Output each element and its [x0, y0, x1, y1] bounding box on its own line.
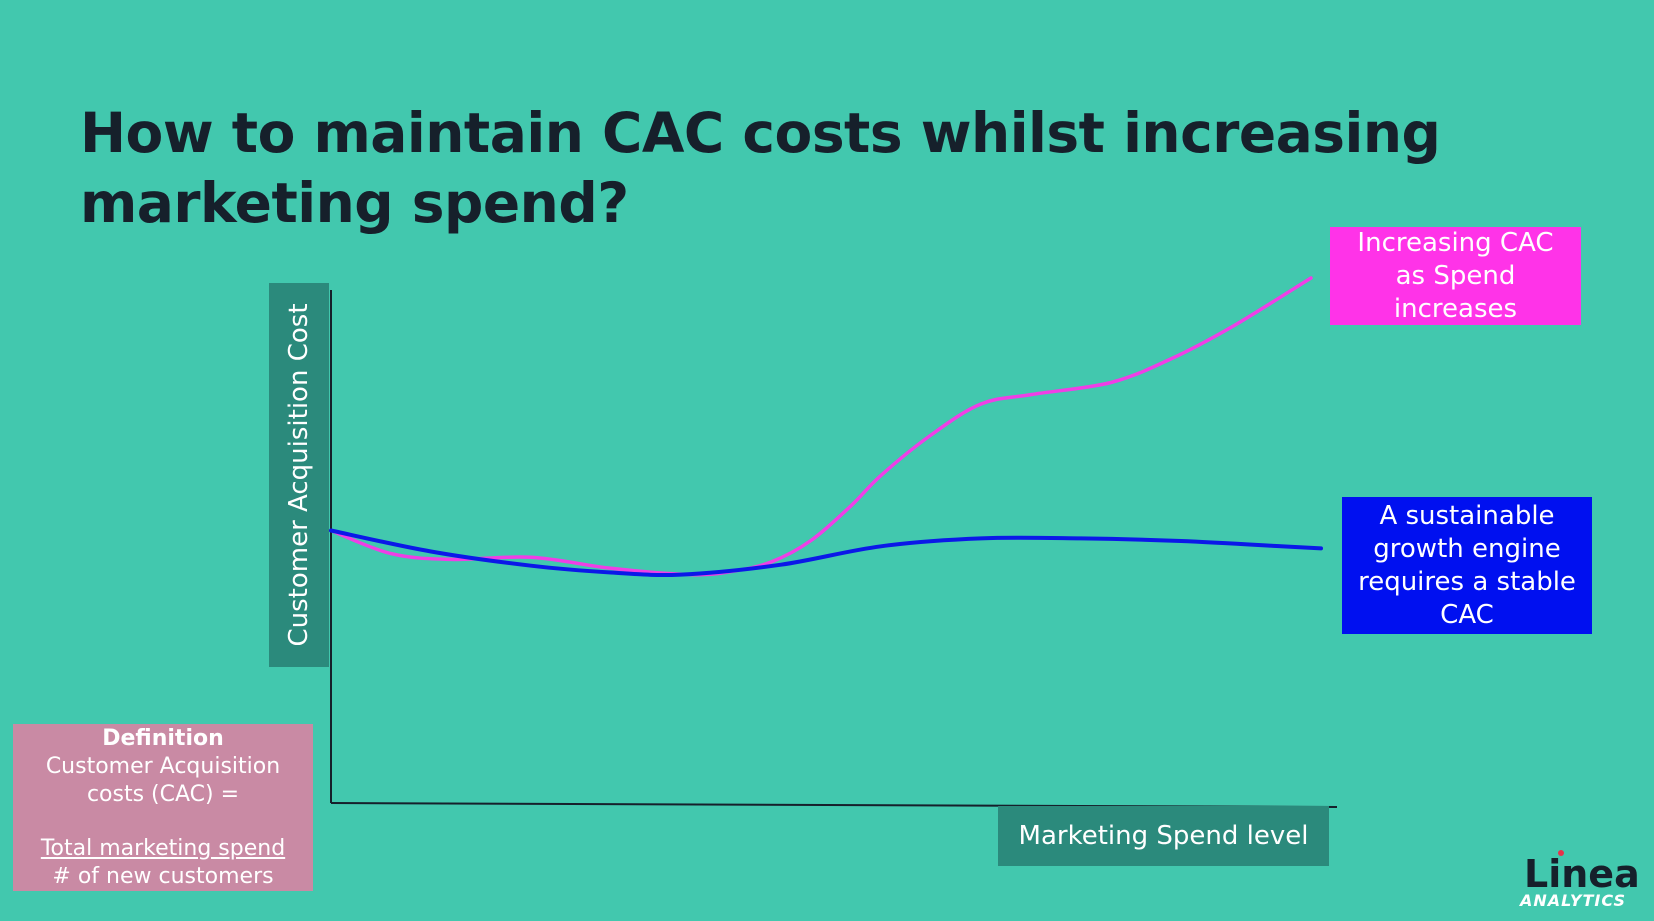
- definition-denominator: # of new customers: [52, 863, 274, 889]
- series-line-increasing-cac: [329, 276, 1313, 577]
- callout-line: CAC: [1440, 599, 1494, 630]
- logo-subtitle: ANALYTICS: [1520, 891, 1627, 910]
- callout-line: growth engine: [1373, 533, 1561, 564]
- callout-stable-cac: A sustainable growth engine requires a s…: [1342, 497, 1592, 634]
- callout-increasing-cac: Increasing CAC as Spend increases: [1330, 227, 1581, 325]
- x-axis-label: Marketing Spend level: [998, 806, 1329, 866]
- callout-line: as Spend: [1395, 260, 1516, 291]
- logo-dot-icon: [1558, 850, 1564, 856]
- callout-line: increases: [1393, 293, 1518, 324]
- definition-line: costs (CAC) =: [86, 781, 240, 807]
- y-axis-label-box: Customer Acquisition Cost: [269, 283, 329, 667]
- page-title: How to maintain CAC costs whilst increas…: [80, 101, 1441, 235]
- definition-numerator: Total marketing spend: [40, 835, 286, 861]
- series-layer: [329, 276, 1323, 578]
- y-axis-label: Customer Acquisition Cost: [284, 303, 314, 647]
- logo-wordmark: Linea: [1524, 852, 1640, 896]
- definition-box: Definition Customer Acquisition costs (C…: [13, 724, 313, 891]
- definition-heading: Definition: [102, 725, 224, 751]
- callout-line: Increasing CAC: [1357, 227, 1554, 258]
- definition-spacer: [13, 809, 313, 835]
- definition-line: Customer Acquisition: [45, 753, 281, 779]
- linea-analytics-logo: Linea ANALYTICS: [1518, 850, 1648, 916]
- series-line-stable-cac: [329, 528, 1323, 578]
- callout-line: requires a stable: [1358, 566, 1576, 597]
- callout-line: A sustainable: [1379, 500, 1555, 531]
